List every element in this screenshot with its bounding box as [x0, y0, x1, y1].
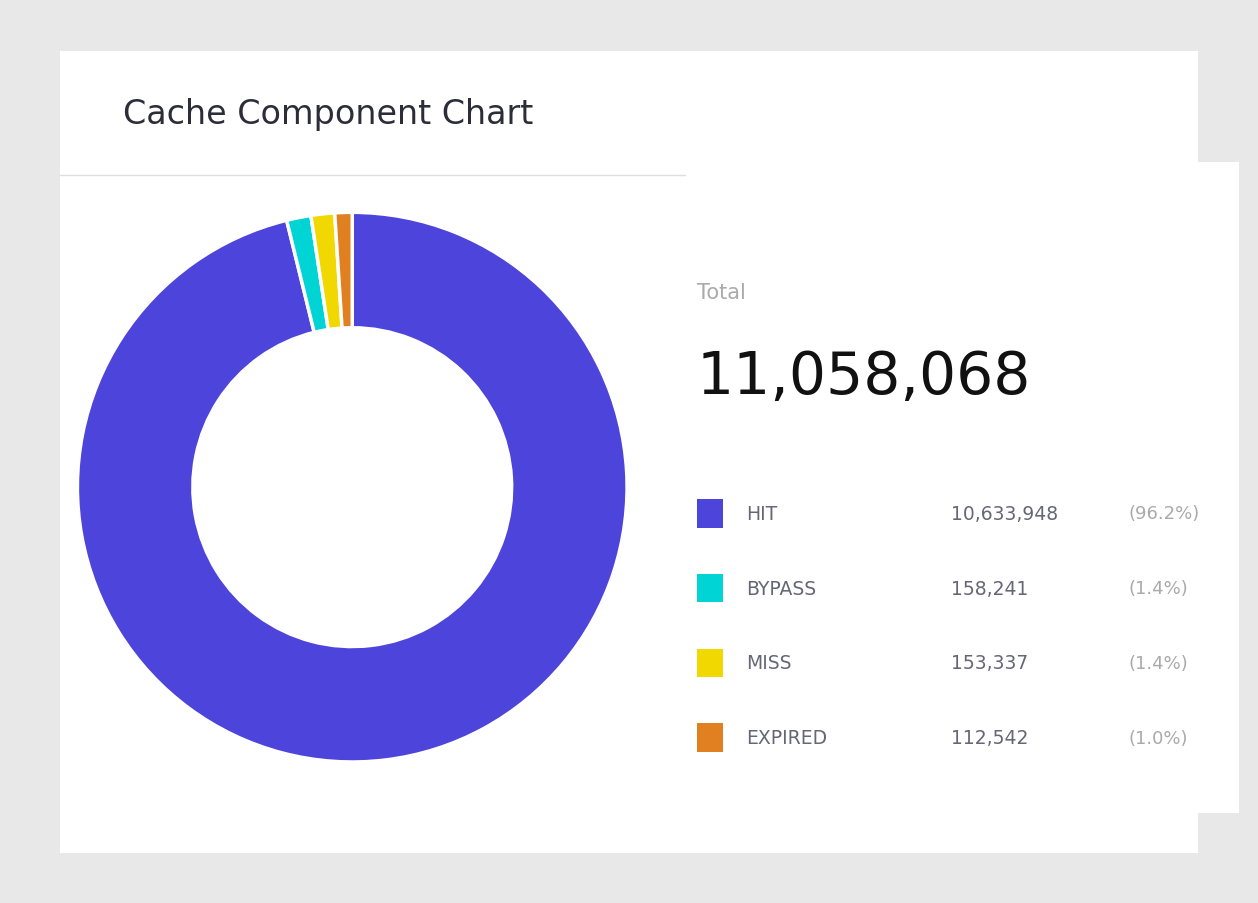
Text: 11,058,068: 11,058,068 — [697, 349, 1032, 405]
Text: Cache Component Chart: Cache Component Chart — [123, 98, 533, 131]
Text: 10,633,948: 10,633,948 — [951, 504, 1058, 523]
Wedge shape — [335, 213, 352, 329]
FancyBboxPatch shape — [697, 723, 723, 752]
Text: 153,337: 153,337 — [951, 654, 1029, 673]
Text: 112,542: 112,542 — [951, 729, 1029, 748]
FancyBboxPatch shape — [697, 574, 723, 602]
Wedge shape — [78, 213, 626, 762]
Wedge shape — [287, 216, 328, 333]
Text: (1.4%): (1.4%) — [1128, 580, 1188, 598]
Text: EXPIRED: EXPIRED — [746, 729, 828, 748]
Text: MISS: MISS — [746, 654, 793, 673]
Wedge shape — [311, 214, 342, 330]
Text: 158,241: 158,241 — [951, 579, 1029, 598]
FancyBboxPatch shape — [697, 499, 723, 528]
Text: (1.4%): (1.4%) — [1128, 654, 1188, 672]
Text: (1.0%): (1.0%) — [1128, 729, 1188, 747]
Text: (96.2%): (96.2%) — [1128, 505, 1200, 523]
Text: BYPASS: BYPASS — [746, 579, 816, 598]
Text: HIT: HIT — [746, 504, 777, 523]
Text: Total: Total — [697, 283, 746, 303]
FancyBboxPatch shape — [697, 649, 723, 677]
